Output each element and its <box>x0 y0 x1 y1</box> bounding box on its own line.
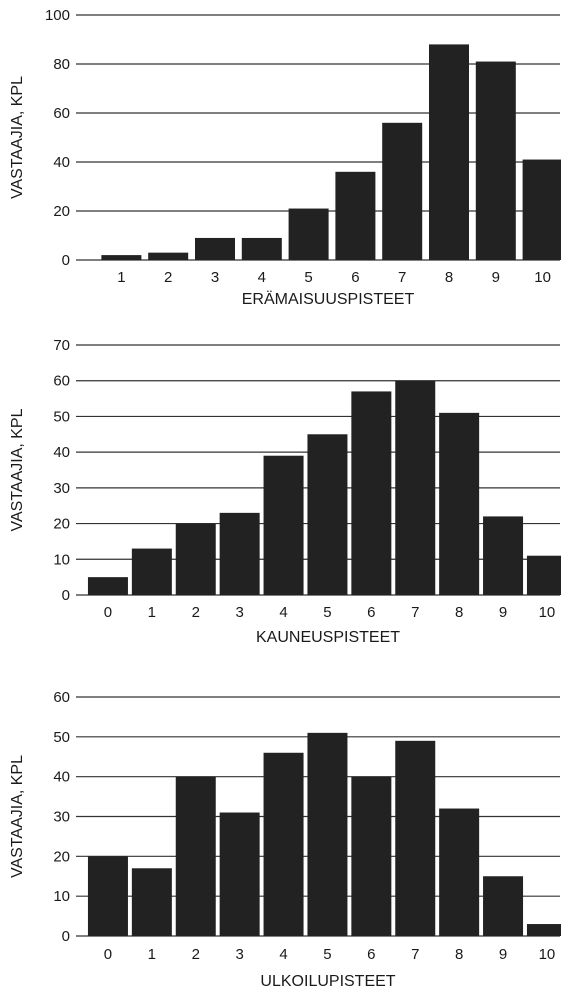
x-axis-label: ERÄMAISUUSPISTEET <box>242 290 415 308</box>
bar <box>148 252 189 260</box>
x-tick-label: 7 <box>411 946 419 963</box>
y-tick-label: 40 <box>53 154 70 171</box>
x-tick-label: 8 <box>445 269 453 286</box>
y-tick-label: 30 <box>53 480 70 497</box>
x-tick-label: 8 <box>455 604 463 621</box>
x-axis-label: ULKOILUPISTEET <box>260 973 395 990</box>
bar <box>307 434 348 595</box>
x-tick-label: 2 <box>192 604 200 621</box>
x-tick-label: 6 <box>367 604 375 621</box>
bar <box>351 391 392 595</box>
bar <box>175 776 216 936</box>
x-tick-label: 5 <box>304 269 312 286</box>
bar <box>87 856 128 936</box>
bar <box>439 412 480 595</box>
y-tick-label: 20 <box>53 203 70 220</box>
x-tick-label: 2 <box>164 269 172 286</box>
x-tick-label: 0 <box>104 946 112 963</box>
x-tick-label: 7 <box>411 604 419 621</box>
x-tick-label: 5 <box>323 946 331 963</box>
y-tick-label: 0 <box>62 587 70 604</box>
y-tick-label: 80 <box>53 56 70 73</box>
x-axis-label: KAUNEUSPISTEET <box>256 629 400 646</box>
x-tick-label: 3 <box>235 946 243 963</box>
y-tick-label: 50 <box>53 408 70 425</box>
y-tick-label: 30 <box>53 809 70 826</box>
y-axis-label: VASTAAJIA, KPL <box>9 755 26 878</box>
y-tick-label: 40 <box>53 444 70 461</box>
bar <box>175 523 216 595</box>
x-tick-label: 4 <box>279 604 287 621</box>
y-axis-label: VASTAAJIA, KPL <box>9 408 26 531</box>
x-tick-label: 3 <box>211 269 219 286</box>
x-tick-label: 4 <box>258 269 266 286</box>
bar <box>263 455 304 595</box>
x-tick-label: 1 <box>148 604 156 621</box>
x-tick-label: 8 <box>455 946 463 963</box>
bar <box>288 208 329 260</box>
bar <box>101 255 142 260</box>
bar <box>526 924 561 936</box>
bar <box>195 237 235 260</box>
bar <box>483 516 524 595</box>
y-tick-label: 20 <box>53 516 70 533</box>
bar <box>395 740 436 936</box>
y-tick-label: 60 <box>53 689 70 706</box>
x-tick-label: 1 <box>148 946 156 963</box>
x-tick-label: 0 <box>104 604 112 621</box>
bar <box>439 808 480 936</box>
x-tick-label: 9 <box>499 946 507 963</box>
x-tick-label: 9 <box>499 604 507 621</box>
x-tick-label: 9 <box>492 269 500 286</box>
x-tick-label: 10 <box>539 604 556 621</box>
y-tick-label: 20 <box>53 848 70 865</box>
y-tick-label: 0 <box>62 928 70 945</box>
x-tick-label: 4 <box>279 946 287 963</box>
bar <box>131 868 172 936</box>
x-tick-label: 10 <box>534 269 551 286</box>
y-tick-label: 70 <box>53 337 70 354</box>
bar <box>241 237 282 260</box>
x-tick-label: 3 <box>235 604 243 621</box>
bar <box>395 380 436 595</box>
x-tick-label: 2 <box>192 946 200 963</box>
y-tick-label: 10 <box>53 888 70 905</box>
chart-panel-3: 0 10 20 30 40 50 60 0 1 2 3 4 5 6 7 8 9 10 ULKOILUPISTEET V… <box>9 689 561 990</box>
y-axis-label: VASTAAJIA, KPL <box>9 76 26 199</box>
bar <box>87 577 128 595</box>
y-tick-label: 60 <box>53 105 70 122</box>
x-tick-label: 6 <box>367 946 375 963</box>
bar <box>526 555 561 595</box>
y-tick-label: 40 <box>53 769 70 786</box>
bar <box>475 61 516 260</box>
chart-panel-2: 0 10 20 30 40 50 60 70 0 1 2 3 4 5 6 7 8 9 10 KAUNEUSPISTEE… <box>9 337 561 646</box>
bar <box>131 548 172 595</box>
bar <box>351 776 392 936</box>
y-tick-label: 50 <box>53 729 70 746</box>
bar <box>219 812 260 936</box>
bar <box>522 159 561 260</box>
x-tick-label: 1 <box>117 269 125 286</box>
bar <box>335 171 376 260</box>
x-tick-label: 7 <box>398 269 406 286</box>
y-tick-label: 0 <box>62 252 70 269</box>
x-tick-label: 10 <box>539 946 556 963</box>
bar <box>483 876 524 936</box>
chart-panel-1: 0 20 40 60 80 100 1 2 3 4 5 6 7 8 9 10 ERÄMAISUUSPISTEET… <box>9 7 561 308</box>
x-tick-label: 6 <box>351 269 359 286</box>
y-tick-label: 10 <box>53 551 70 568</box>
bar <box>429 44 469 261</box>
bar <box>307 732 348 936</box>
y-tick-label: 60 <box>53 373 70 390</box>
bar <box>263 752 304 936</box>
x-tick-label: 5 <box>323 604 331 621</box>
bar <box>382 122 423 260</box>
y-tick-label: 100 <box>45 7 70 24</box>
bar <box>219 512 260 595</box>
